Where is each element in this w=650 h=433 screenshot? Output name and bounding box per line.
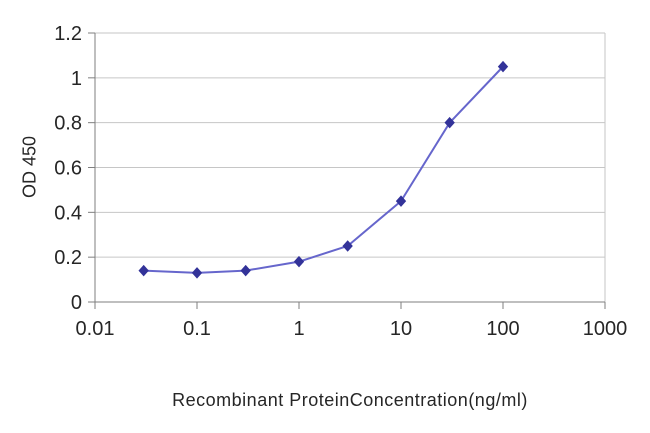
y-tick-label: 1.2 xyxy=(54,23,82,45)
x-tick-label: 100 xyxy=(486,318,519,340)
data-point-marker xyxy=(342,240,353,252)
series-line xyxy=(143,65,504,274)
x-tick-label: 10 xyxy=(390,318,412,340)
x-tick-label: 0.1 xyxy=(183,318,211,340)
y-tick-label: 0.6 xyxy=(54,158,82,180)
data-point-marker xyxy=(191,267,203,279)
y-tick-label: 1 xyxy=(71,68,82,90)
x-axis-title: Recombinant ProteinConcentration(ng/ml) xyxy=(172,390,528,410)
x-tick-label: 1 xyxy=(293,318,304,340)
y-tick-label: 0.8 xyxy=(54,113,82,135)
y-tick-label: 0 xyxy=(71,292,82,314)
data-point-marker xyxy=(293,255,305,268)
x-tick-label: 0.01 xyxy=(76,318,115,340)
y-tick-label: 0.2 xyxy=(54,247,82,269)
x-tick-label: 1000 xyxy=(583,318,628,340)
data-point-marker xyxy=(444,116,455,129)
data-point-marker xyxy=(138,264,149,277)
y-tick-label: 0.4 xyxy=(54,202,82,224)
data-point-marker xyxy=(497,60,509,73)
data-point-marker xyxy=(395,195,407,207)
y-axis-title: OD 450 xyxy=(19,135,40,199)
data-point-marker xyxy=(240,264,251,277)
